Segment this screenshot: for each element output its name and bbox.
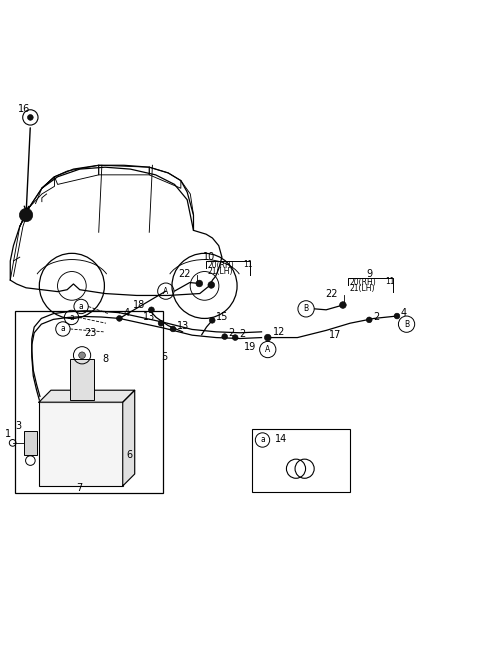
Bar [24,431,37,455]
Circle shape [27,115,33,120]
Text: 5: 5 [161,352,167,361]
Text: A: A [163,287,168,296]
Text: a: a [60,325,65,333]
Text: 18: 18 [133,300,145,310]
Text: 13: 13 [143,312,155,323]
Text: 17: 17 [329,330,341,340]
Circle shape [149,307,155,313]
Text: A: A [265,345,270,354]
Text: 8: 8 [103,354,109,364]
Circle shape [170,326,176,332]
Circle shape [232,335,238,340]
Polygon shape [39,390,135,402]
Bar [252,430,350,492]
Text: a: a [79,302,84,311]
Circle shape [208,281,215,288]
Text: 22: 22 [325,289,338,300]
Text: 9: 9 [366,270,372,279]
Circle shape [264,334,271,341]
Text: 11: 11 [243,260,252,269]
Text: 20(RH): 20(RH) [207,261,234,270]
Text: 11: 11 [385,277,395,285]
Text: 6: 6 [126,450,132,460]
Polygon shape [123,390,135,486]
Text: 23: 23 [84,328,96,338]
Text: 22: 22 [179,269,191,279]
Text: 13: 13 [177,321,189,331]
Bar [70,359,94,400]
Circle shape [117,316,122,321]
Text: 20(RH): 20(RH) [349,278,376,287]
Text: 15: 15 [216,312,228,321]
Text: B: B [303,304,309,314]
Circle shape [209,318,215,323]
Circle shape [79,352,85,359]
Text: a: a [69,313,74,322]
Text: 4: 4 [123,308,129,318]
Circle shape [339,302,346,308]
Text: 10: 10 [203,252,215,262]
Text: 1: 1 [5,429,12,440]
Text: 2: 2 [373,312,379,321]
Text: 4: 4 [401,308,407,318]
Text: a: a [260,436,265,445]
Text: 12: 12 [273,327,285,337]
Text: B: B [404,319,409,329]
Text: 2: 2 [239,329,245,338]
Circle shape [366,317,372,323]
Text: 21(LH): 21(LH) [207,267,233,276]
Text: 21(LH): 21(LH) [349,284,374,293]
Text: 7: 7 [76,483,83,493]
Bar [15,311,163,493]
Text: 3: 3 [15,421,21,431]
Text: 2: 2 [228,328,235,338]
Circle shape [222,334,228,340]
Circle shape [19,209,33,222]
Text: 19: 19 [244,342,256,352]
Text: 14: 14 [275,434,287,444]
Circle shape [158,320,164,326]
Circle shape [394,313,400,319]
Circle shape [196,280,203,287]
Text: 16: 16 [18,104,31,113]
Bar [39,402,123,486]
